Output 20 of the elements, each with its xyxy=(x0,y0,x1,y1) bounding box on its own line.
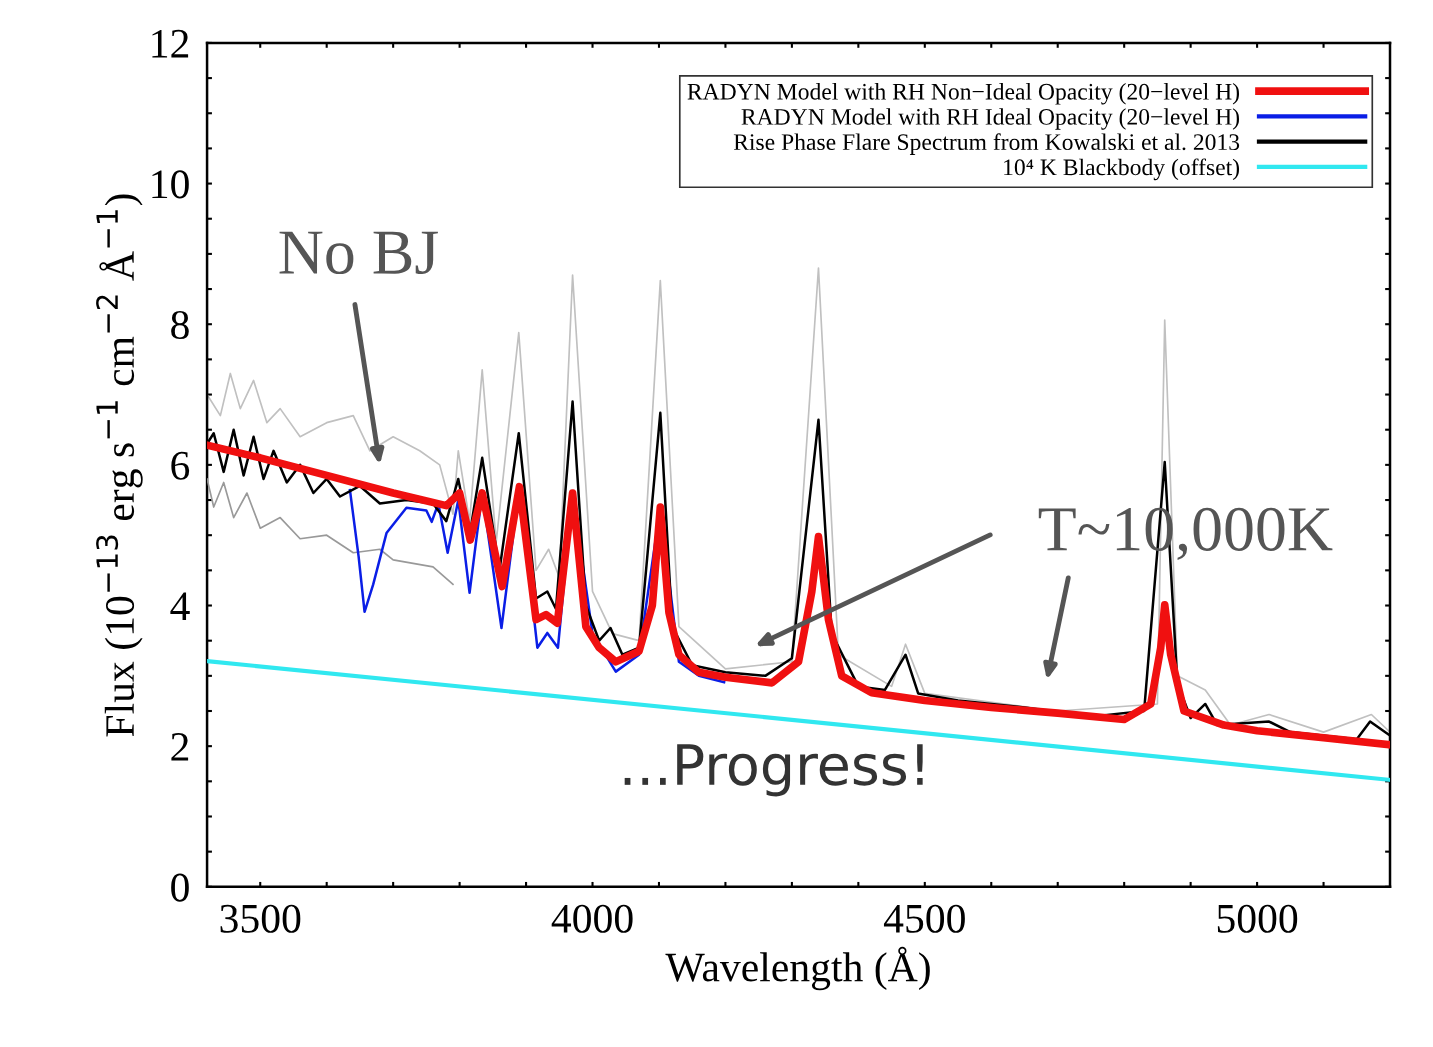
x-tick-label: 5000 xyxy=(1217,904,1298,933)
x-tick-label: 4500 xyxy=(883,904,965,933)
y-tick-label: 2 xyxy=(171,733,189,761)
x-tick-label: 4000 xyxy=(551,904,633,933)
y-tick-label: 6 xyxy=(171,451,190,480)
x-axis-title: Wavelength (Å) xyxy=(665,946,930,991)
line-series xyxy=(207,478,454,586)
legend-label: 10⁴ K Blackbody (offset) xyxy=(1004,158,1240,181)
y-tick-label: 10 xyxy=(152,170,189,199)
legend-label: Rise Phase Flare Spectrum from Kowalski et al. 2013 xyxy=(733,133,1240,155)
y-tick-label: 4 xyxy=(170,592,190,620)
y-tick-label: 0 xyxy=(171,873,189,902)
x-tick-label: 3500 xyxy=(220,904,301,933)
legend-label: RADYN Model with RH Ideal Opacity (20−level H) xyxy=(741,108,1240,130)
y-tick-label: 8 xyxy=(171,310,189,340)
annotation: No BJ xyxy=(279,231,438,275)
annotation: ...Progress! xyxy=(624,744,923,797)
text: Flux (10$^{−13}$ erg s$^{−1}$ cm$^{−2}$ Å$^{−1}$) xyxy=(96,194,143,737)
legend-label: RADYN Model with RH Non−Ideal Opacity (20−level H) xyxy=(687,83,1240,105)
y-tick-label: 12 xyxy=(152,29,189,58)
